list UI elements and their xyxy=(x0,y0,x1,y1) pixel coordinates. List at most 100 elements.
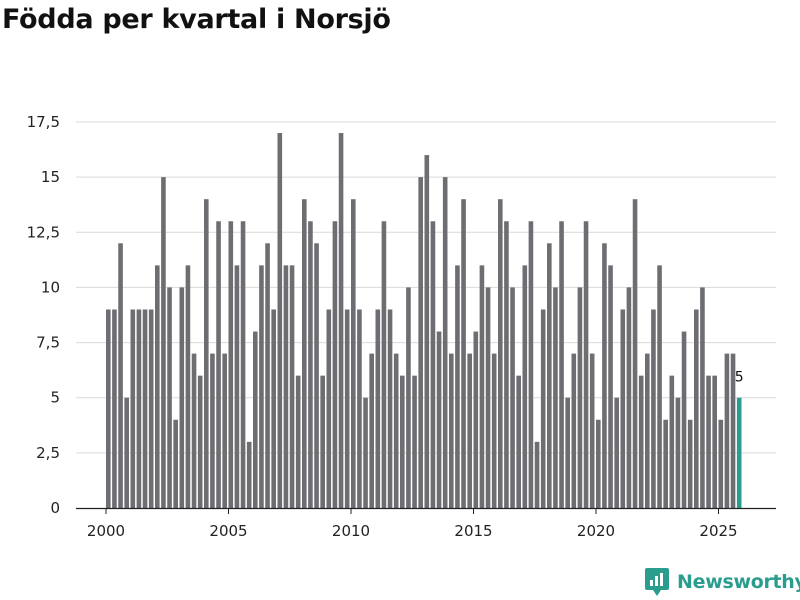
bar xyxy=(130,309,136,508)
brand[interactable]: Newsworthy xyxy=(644,567,800,597)
bar xyxy=(246,441,252,508)
bar xyxy=(638,375,644,508)
bar xyxy=(142,309,148,508)
bar xyxy=(136,309,142,508)
bar xyxy=(161,177,166,508)
bar xyxy=(730,353,736,508)
bar xyxy=(124,397,129,508)
bar xyxy=(363,397,368,508)
bar xyxy=(259,265,264,508)
x-tick-label: 2010 xyxy=(332,522,370,540)
bar xyxy=(687,419,693,508)
bar xyxy=(528,221,534,508)
data-label: 5 xyxy=(735,370,744,386)
y-tick-labels: 0 2,5 5 7,5 10 12,5 15 17,5 xyxy=(27,113,60,517)
bar xyxy=(277,133,283,508)
y-tick-label: 7,5 xyxy=(36,334,60,352)
bar xyxy=(308,221,313,508)
x-tick-label: 2000 xyxy=(87,522,125,540)
bar xyxy=(485,287,491,508)
bars xyxy=(106,133,742,508)
bar xyxy=(547,243,552,508)
bar xyxy=(583,221,589,508)
bar xyxy=(449,353,454,508)
bar xyxy=(148,309,154,508)
bar xyxy=(216,221,221,508)
bar xyxy=(565,397,570,508)
bar xyxy=(577,287,583,508)
bar xyxy=(424,155,430,508)
bar xyxy=(387,309,393,508)
bar xyxy=(271,309,276,508)
x-tick-label: 2005 xyxy=(209,522,247,540)
bar xyxy=(718,419,724,508)
y-tick-label: 5 xyxy=(50,389,60,407)
bar xyxy=(112,309,117,508)
bar xyxy=(283,265,289,508)
bar xyxy=(357,309,362,508)
bar xyxy=(179,287,185,508)
highlight-bar xyxy=(736,397,742,508)
bar xyxy=(498,199,503,508)
bar xyxy=(608,265,613,508)
bar xyxy=(210,353,215,508)
brand-name: Newsworthy xyxy=(677,571,800,593)
bar xyxy=(436,331,442,508)
bar xyxy=(412,375,417,508)
bar xyxy=(351,199,356,508)
bar xyxy=(234,265,240,508)
bar xyxy=(504,221,509,508)
bar xyxy=(461,199,466,508)
bar xyxy=(167,287,172,508)
x-tick-labels: 2000 2005 2010 2015 2020 2025 xyxy=(87,522,738,540)
bar xyxy=(645,353,650,508)
bar xyxy=(253,331,258,508)
bar xyxy=(118,243,123,508)
bar xyxy=(614,397,619,508)
bar xyxy=(332,221,338,508)
bar xyxy=(375,309,381,508)
bar xyxy=(393,353,399,508)
bar xyxy=(669,375,675,508)
newsworthy-logo-icon xyxy=(645,568,669,596)
bar xyxy=(657,265,662,508)
bar xyxy=(491,353,497,508)
bar xyxy=(185,265,191,508)
bar xyxy=(712,375,717,508)
bar xyxy=(516,375,521,508)
bar xyxy=(596,419,601,508)
bar xyxy=(553,287,558,508)
bar xyxy=(344,309,350,508)
bar xyxy=(510,287,515,508)
bar xyxy=(620,309,626,508)
bar xyxy=(240,221,246,508)
bar xyxy=(326,309,332,508)
x-axis xyxy=(76,507,776,514)
x-tick-label: 2025 xyxy=(699,522,737,540)
bar xyxy=(602,243,607,508)
bar xyxy=(369,353,374,508)
bar xyxy=(675,397,681,508)
bar xyxy=(442,177,448,508)
bar xyxy=(400,375,405,508)
y-tick-label: 12,5 xyxy=(27,223,60,241)
bar xyxy=(430,221,436,508)
bar xyxy=(559,221,564,508)
bar xyxy=(534,441,540,508)
bar xyxy=(522,265,528,508)
bar xyxy=(191,353,197,508)
y-tick-label: 0 xyxy=(50,499,60,517)
bar xyxy=(651,309,656,508)
bar xyxy=(314,243,319,508)
bar xyxy=(381,221,387,508)
bar xyxy=(155,265,160,508)
chart-title: Födda per kvartal i Norsjö xyxy=(2,4,391,35)
bar xyxy=(204,199,209,508)
bar xyxy=(228,221,234,508)
bar xyxy=(265,243,270,508)
bar xyxy=(106,309,111,508)
bar xyxy=(467,353,472,508)
x-tick-label: 2015 xyxy=(454,522,492,540)
bar xyxy=(663,419,668,508)
